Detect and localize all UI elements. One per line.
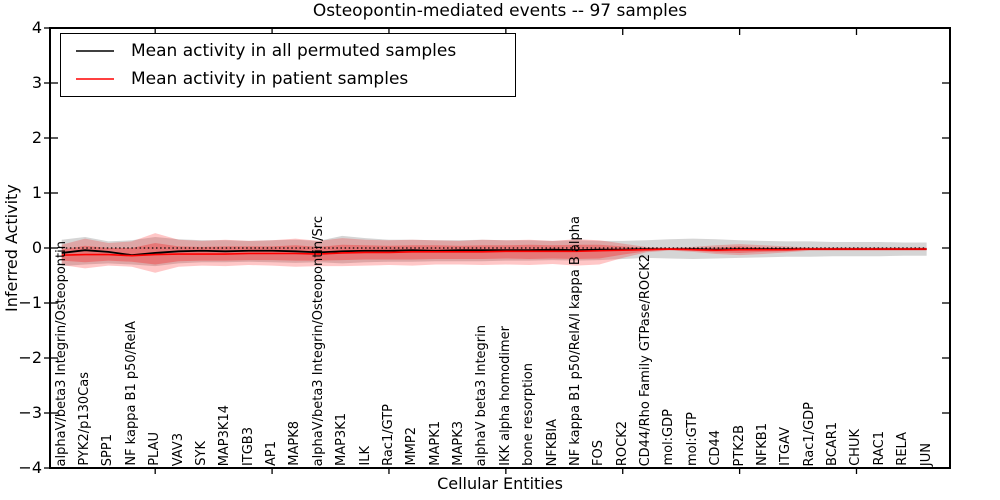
x-tick-label: MAPK8 — [287, 421, 303, 466]
legend-line-patient-icon — [76, 78, 114, 80]
x-tick-label: NFKBIA — [544, 418, 560, 466]
x-tick-label: BCAR1 — [825, 422, 841, 466]
series-line-1 — [61, 248, 927, 257]
legend: Mean activity in all permuted samples Me… — [60, 33, 516, 97]
x-tick-label: alphaV/beta3 Integrin/Osteopontin — [53, 240, 69, 466]
x-tick-label: NF kappa B1 p50/RelA — [123, 321, 139, 466]
legend-label-patient: Mean activity in patient samples — [131, 69, 409, 89]
x-tick-label: CHUK — [848, 429, 864, 466]
x-tick-label: FOS — [591, 440, 607, 466]
x-tick-label: AP1 — [264, 440, 280, 466]
legend-label-permuted: Mean activity in all permuted samples — [131, 41, 457, 61]
x-tick-label: PYK2/p130Cas — [77, 372, 93, 466]
y-tick-label: 0 — [31, 238, 42, 257]
legend-entry-permuted: Mean activity in all permuted samples — [73, 41, 515, 61]
x-tick-label: MAP3K1 — [334, 412, 350, 466]
x-tick-label: CD44 — [708, 430, 724, 466]
y-tick-label: 1 — [31, 183, 42, 202]
y-tick-label: −1 — [18, 293, 42, 312]
x-tick-label: MAPK1 — [427, 421, 443, 466]
x-tick-label: PTK2B — [731, 424, 747, 467]
legend-line-permuted-icon — [76, 50, 114, 52]
x-tick-label: ROCK2 — [614, 420, 630, 466]
y-tick-label: 4 — [31, 18, 42, 37]
x-tick-label: NFKB1 — [754, 423, 770, 466]
axes-frame — [49, 27, 951, 469]
y-tick-label: 2 — [31, 128, 42, 147]
x-tick-label: alphaV/beta3 Integrin/Osteopontin/Src — [310, 215, 326, 466]
x-tick-label: IKK alpha homodimer — [497, 326, 513, 466]
x-tick-label: SPP1 — [100, 433, 116, 466]
x-tick-label: SYK — [193, 441, 209, 466]
x-tick-label: mol:GDP — [661, 409, 677, 466]
x-tick-label: mol:GTP — [684, 412, 700, 466]
y-tick-label: −4 — [18, 458, 42, 477]
x-tick-label: MAPK3 — [451, 421, 467, 466]
legend-entry-patient: Mean activity in patient samples — [73, 69, 515, 89]
y-tick-label: 3 — [31, 73, 42, 92]
y-tick-label: −3 — [18, 403, 42, 422]
x-tick-label: MMP2 — [404, 427, 420, 466]
x-tick-label: NF kappa B1 p50/RelA/I kappa B alpha — [567, 216, 583, 466]
x-tick-label: JUN — [918, 442, 934, 466]
band-patient-samples-spread-outer — [61, 233, 927, 273]
x-axis-title: Cellular Entities — [437, 474, 563, 493]
x-tick-label: RAC1 — [871, 431, 887, 466]
x-tick-label: ILK — [357, 446, 373, 466]
x-tick-label: Rac1/GTP — [380, 404, 396, 466]
x-tick-label: ITGB3 — [240, 426, 256, 466]
x-tick-label: RELA — [895, 432, 911, 466]
x-tick-label: MAP3K14 — [217, 404, 233, 466]
x-tick-label: alphaV beta3 Integrin — [474, 324, 490, 466]
x-tick-label: bone resorption — [521, 363, 537, 466]
x-tick-label: VAV3 — [170, 432, 186, 466]
chart-title: Osteopontin-mediated events -- 97 sample… — [312, 1, 688, 21]
x-tick-label: CD44/Rho Family GTPase/ROCK2 — [638, 253, 654, 466]
x-tick-label: Rac1/GDP — [801, 401, 817, 466]
x-tick-label: PLAU — [147, 432, 163, 466]
y-tick-label: −2 — [18, 348, 42, 367]
x-tick-label: ITGAV — [778, 427, 794, 466]
